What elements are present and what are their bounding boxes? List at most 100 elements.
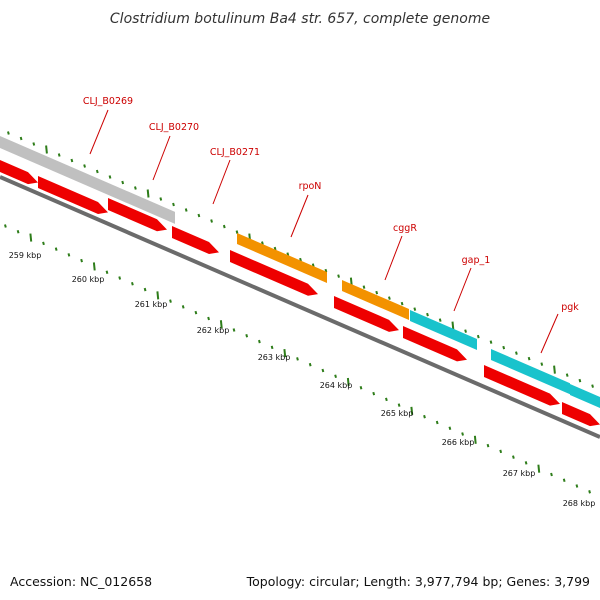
callout-line: [290, 194, 309, 238]
tick-mark: [565, 373, 569, 377]
tick-mark: [159, 197, 163, 201]
tick-mark: [273, 246, 277, 251]
gene-label: CLJ_B0269: [83, 96, 133, 107]
tick-mark: [489, 340, 493, 344]
kbp-label: 267 kbp: [503, 469, 536, 478]
tick-mark: [4, 224, 7, 228]
kbp-label: 264 kbp: [320, 381, 353, 390]
tick-mark: [397, 403, 401, 407]
gene-label: gap_1: [462, 255, 491, 266]
gene-label: CLJ_B0270: [149, 122, 199, 133]
callout-line: [152, 135, 171, 181]
cds-arrow: [0, 160, 38, 185]
callout-line: [540, 313, 559, 354]
tick-mark: [92, 262, 96, 271]
tick-mark: [426, 312, 429, 317]
callout-line: [453, 267, 472, 312]
tick-mark: [476, 334, 480, 339]
tick-mark: [308, 362, 312, 367]
tick-mark: [321, 368, 325, 373]
cds-arrow: [562, 402, 600, 427]
kbp-label: 259 kbp: [9, 251, 42, 260]
map-title: Clostridium botulinum Ba4 str. 657, comp…: [110, 11, 490, 27]
tick-mark: [537, 464, 541, 473]
tick-mark: [502, 345, 506, 350]
gene-label: cggR: [393, 223, 417, 234]
tick-mark: [464, 329, 467, 333]
tick-mark: [438, 318, 442, 322]
tick-mark: [245, 334, 249, 338]
tick-mark: [258, 339, 261, 344]
cds-arrow: [108, 198, 167, 232]
tick-mark: [512, 455, 515, 459]
tick-mark: [550, 472, 553, 477]
gap1-feature: [410, 310, 477, 351]
tick-mark: [461, 432, 464, 436]
tick-mark: [143, 287, 147, 292]
tick-mark: [334, 374, 337, 378]
tick-mark: [54, 247, 58, 251]
accession-text: Accession: NC_012658: [10, 574, 152, 589]
kbp-tick-row: [4, 224, 591, 494]
tick-mark: [324, 268, 328, 273]
tick-mark: [197, 213, 201, 218]
tick-mark: [527, 356, 531, 361]
tick-mark: [172, 202, 175, 207]
tick-mark: [42, 241, 45, 246]
tick-mark: [181, 305, 185, 309]
tick-mark: [423, 414, 426, 419]
tick-mark: [435, 420, 439, 425]
tick-mark: [346, 377, 350, 387]
tick-mark: [591, 384, 594, 388]
cds-arrow: [172, 226, 219, 255]
tick-mark: [7, 131, 10, 135]
kbp-label: 263 kbp: [258, 353, 291, 362]
callout-line: [89, 109, 109, 155]
tick-mark: [80, 258, 83, 263]
tick-mark: [134, 186, 137, 190]
tick-mark: [16, 230, 20, 234]
tick-mark: [207, 316, 210, 321]
gene-label: pgk: [561, 302, 579, 313]
tick-mark: [235, 230, 239, 234]
tick-mark: [410, 406, 414, 416]
tick-mark: [131, 282, 134, 286]
tick-mark: [67, 253, 71, 257]
tick-mark: [473, 435, 477, 444]
tick-mark: [562, 478, 566, 483]
gene-label: rpoN: [299, 181, 322, 192]
tick-mark: [515, 351, 518, 355]
tick-mark: [29, 233, 33, 242]
cds-arrow: [484, 365, 560, 406]
tick-mark: [184, 208, 188, 212]
tick-mark: [232, 328, 236, 332]
tick-mark: [118, 276, 122, 280]
kbp-label: 261 kbp: [135, 300, 168, 309]
tick-mark: [270, 345, 274, 350]
tick-mark: [95, 169, 99, 174]
tick-mark: [413, 307, 417, 311]
tick-mark: [283, 349, 287, 358]
rpon-feature: [237, 233, 327, 283]
kbp-label: 268 kbp: [563, 499, 596, 508]
tick-mark: [337, 274, 340, 278]
tick-mark: [575, 484, 579, 488]
tick-mark: [45, 145, 48, 154]
tick-mark: [169, 299, 172, 303]
tick-mark: [540, 362, 544, 366]
cggr-feature: [342, 280, 409, 321]
tick-mark: [57, 153, 61, 157]
tick-mark: [108, 175, 112, 179]
tick-mark: [448, 426, 452, 431]
cds-arrow: [403, 326, 467, 362]
tick-mark: [362, 285, 366, 289]
tick-mark: [146, 189, 150, 198]
tick-mark: [219, 320, 223, 329]
tick-mark: [156, 291, 160, 300]
pgk-feature: [491, 349, 570, 395]
tick-mark: [588, 490, 591, 494]
tick-mark: [388, 296, 391, 300]
tick-mark: [210, 219, 213, 223]
callout-line: [212, 159, 231, 205]
